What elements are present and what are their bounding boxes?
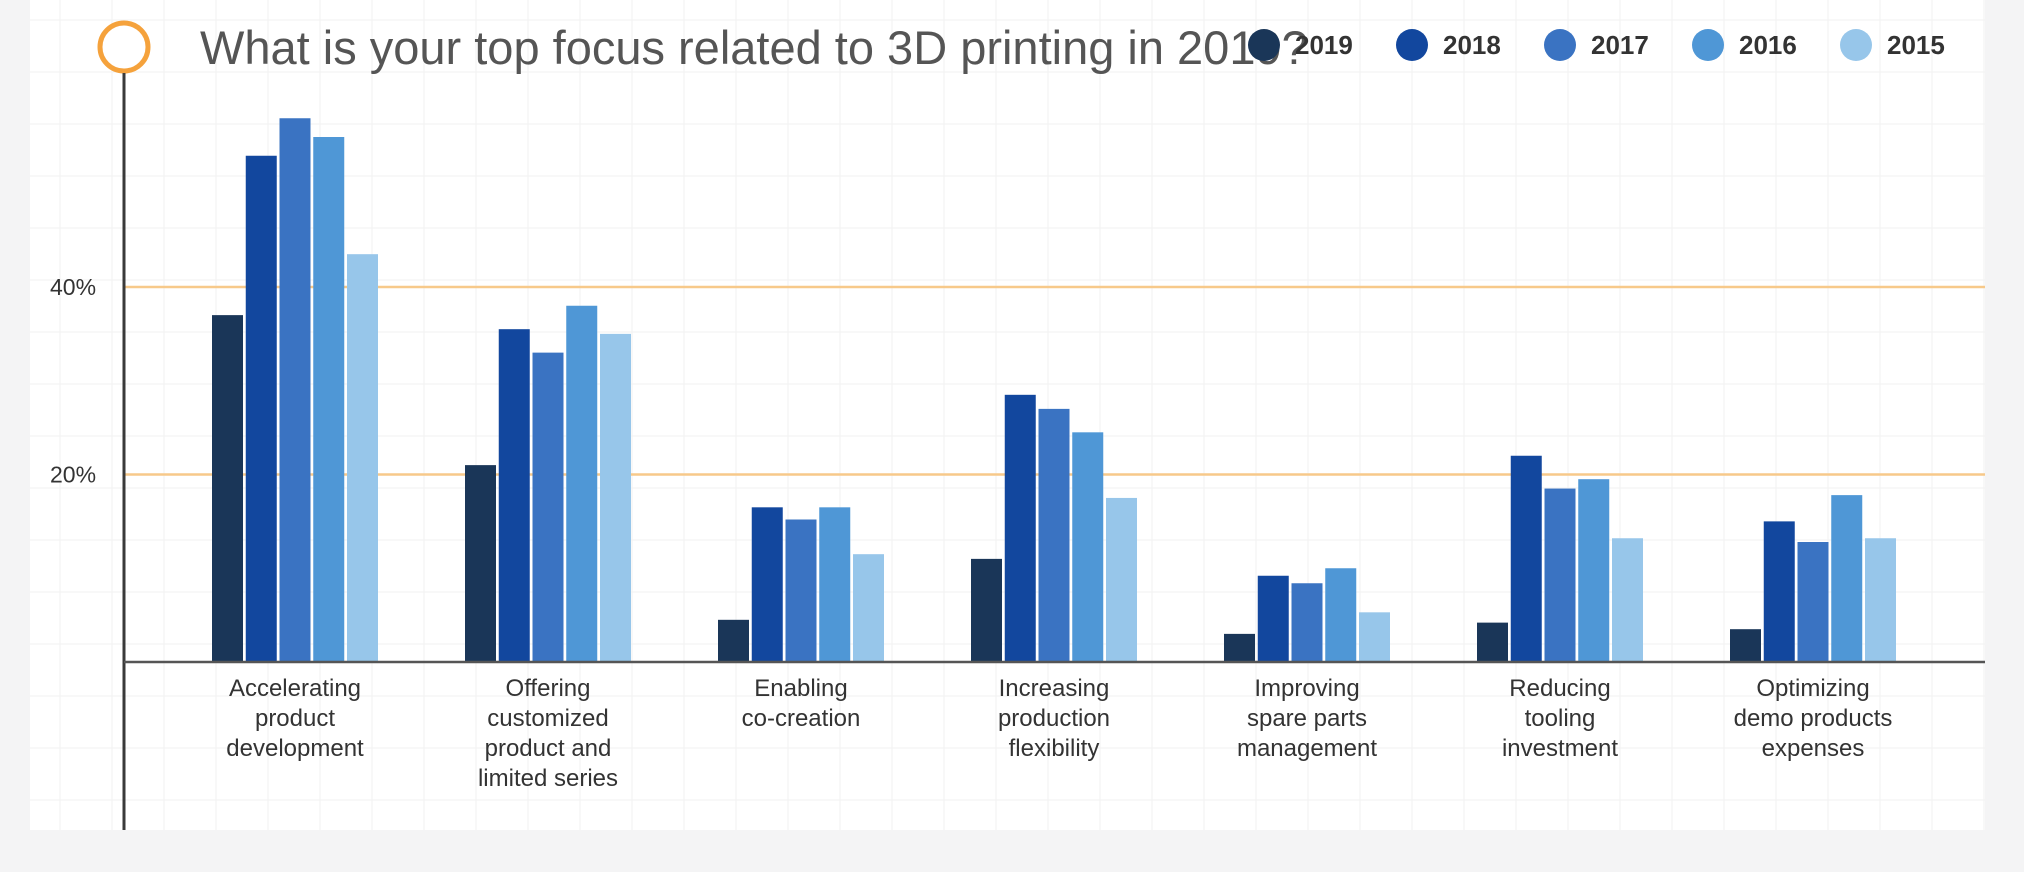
legend-label-2018: 2018: [1443, 30, 1501, 60]
bar-2018-1: [498, 329, 530, 662]
legend-marker-2016: [1692, 29, 1724, 61]
category-label: product and: [485, 735, 612, 762]
bar-2017-3: [1038, 408, 1070, 662]
bar-2017-0: [279, 118, 311, 662]
bar-2015-3: [1106, 497, 1137, 662]
chart-title: What is your top focus related to 3D pri…: [200, 21, 1308, 74]
category-label: Accelerating: [229, 675, 361, 702]
legend-marker-2017: [1544, 29, 1576, 61]
bar-2016-0: [313, 137, 345, 662]
bar-2015-5: [1612, 538, 1643, 662]
bar-2018-3: [1004, 394, 1036, 662]
bar-2015-4: [1359, 612, 1390, 662]
bar-2018-5: [1510, 455, 1542, 662]
category-label: product: [255, 705, 335, 732]
bar-2018-4: [1257, 575, 1289, 662]
legend-marker-2018: [1396, 29, 1428, 61]
legend-label-2019: 2019: [1295, 30, 1353, 60]
title-circle-icon: [97, 20, 151, 74]
category-label: spare parts: [1247, 705, 1367, 732]
category-labels: Accelerating product development Offering cu…: [226, 675, 1892, 792]
category-label: Reducing: [1509, 675, 1610, 702]
bar-2017-1: [532, 352, 564, 662]
legend-marker-2019: [1248, 29, 1280, 61]
y-axis-ticks: 40% 20%: [50, 274, 96, 488]
bar-2016-3: [1072, 432, 1104, 662]
category-label: expenses: [1762, 735, 1865, 762]
category-label: demo products: [1734, 705, 1893, 732]
bar-2017-5: [1544, 488, 1576, 662]
bar-2016-5: [1578, 479, 1610, 662]
bar-2015-6: [1865, 538, 1896, 662]
category-label: development: [226, 735, 364, 762]
legend-label-2017: 2017: [1591, 30, 1649, 60]
bar-2016-1: [566, 305, 598, 662]
y-tick-label: 20%: [50, 462, 96, 488]
bar-2019-5: [1477, 622, 1508, 662]
bar-2019-4: [1224, 633, 1255, 662]
bar-2018-0: [245, 155, 277, 662]
category-label: management: [1237, 735, 1377, 762]
category-label: Optimizing: [1756, 675, 1869, 702]
bar-2017-4: [1291, 583, 1323, 662]
bar-2018-2: [751, 507, 783, 662]
bar-2016-2: [819, 507, 851, 662]
bar-2019-0: [212, 315, 243, 662]
category-label: investment: [1502, 735, 1618, 762]
y-tick-label: 40%: [50, 274, 96, 300]
category-label: tooling: [1525, 705, 1596, 732]
legend: 2019 2018 2017 2016 2015: [1248, 29, 1945, 61]
bar-2017-2: [785, 519, 817, 662]
bar-2019-1: [465, 465, 496, 662]
bar-2019-2: [718, 619, 749, 662]
bars: [212, 118, 1896, 662]
category-label: flexibility: [1009, 735, 1100, 762]
legend-label-2015: 2015: [1887, 30, 1945, 60]
legend-label-2016: 2016: [1739, 30, 1797, 60]
bar-2015-2: [853, 554, 884, 662]
category-label: customized: [487, 705, 608, 732]
bar-2015-1: [600, 333, 631, 662]
category-label: Enabling: [754, 675, 847, 702]
bar-2019-3: [971, 558, 1002, 662]
bar-2015-0: [347, 254, 378, 662]
bar-2018-6: [1763, 521, 1795, 662]
category-label: Increasing: [999, 675, 1110, 702]
category-label: limited series: [478, 765, 618, 792]
bar-2016-6: [1831, 495, 1863, 662]
bar-2017-6: [1797, 542, 1829, 662]
legend-marker-2015: [1840, 29, 1872, 61]
bar-2016-4: [1325, 568, 1357, 662]
category-label: Offering: [506, 675, 591, 702]
category-label: co-creation: [742, 705, 861, 732]
category-label: production: [998, 705, 1110, 732]
category-label: Improving: [1254, 675, 1359, 702]
bar-2019-6: [1730, 629, 1761, 662]
